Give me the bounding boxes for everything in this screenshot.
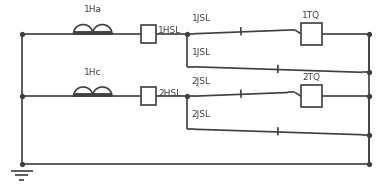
Text: 1JSL: 1JSL xyxy=(192,48,211,56)
Bar xyxy=(301,85,322,107)
Text: 1Hc: 1Hc xyxy=(84,68,102,77)
Text: 2HSL: 2HSL xyxy=(158,89,181,98)
Text: 1JSL: 1JSL xyxy=(192,14,211,23)
Bar xyxy=(141,87,156,105)
Text: 2JSL: 2JSL xyxy=(192,77,211,86)
Text: 1TQ: 1TQ xyxy=(302,11,320,20)
Text: 1Ha: 1Ha xyxy=(84,5,102,14)
Text: 2TQ: 2TQ xyxy=(303,73,320,82)
Text: 1HSL: 1HSL xyxy=(158,26,182,35)
Text: 2JSL: 2JSL xyxy=(192,110,211,119)
Bar xyxy=(141,25,156,43)
Bar xyxy=(301,23,322,45)
